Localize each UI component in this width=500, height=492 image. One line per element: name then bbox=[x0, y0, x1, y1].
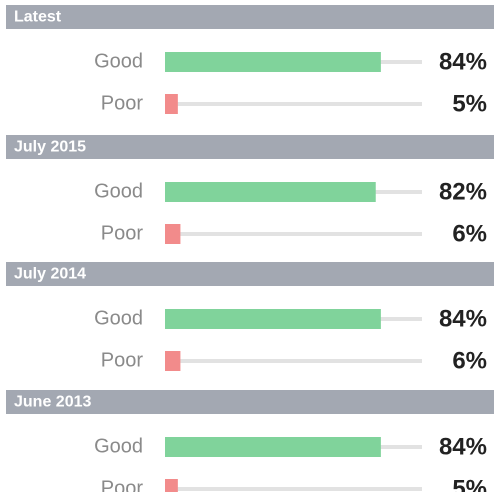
value-label: 84% bbox=[439, 433, 487, 460]
category-label: Good bbox=[94, 50, 143, 72]
section-header bbox=[6, 135, 494, 159]
bar-track bbox=[165, 232, 422, 236]
category-label: Poor bbox=[101, 349, 144, 371]
value-label: 6% bbox=[452, 220, 487, 247]
bar bbox=[165, 224, 181, 244]
value-label: 5% bbox=[452, 475, 487, 492]
value-label: 82% bbox=[439, 178, 487, 205]
value-label: 84% bbox=[439, 305, 487, 332]
section-header bbox=[6, 390, 494, 414]
value-label: 5% bbox=[452, 90, 487, 117]
bar bbox=[165, 437, 381, 457]
bar-track bbox=[165, 487, 422, 491]
bar-track bbox=[165, 102, 422, 106]
section-header bbox=[6, 5, 494, 29]
section-title: June 2013 bbox=[14, 394, 91, 411]
category-label: Poor bbox=[101, 477, 144, 492]
bar bbox=[165, 479, 178, 492]
bar bbox=[165, 182, 376, 202]
value-label: 84% bbox=[439, 48, 487, 75]
category-label: Poor bbox=[101, 222, 144, 244]
bar bbox=[165, 94, 178, 114]
category-label: Good bbox=[94, 435, 143, 457]
bar bbox=[165, 309, 381, 329]
section-header bbox=[6, 262, 494, 286]
category-label: Good bbox=[94, 180, 143, 202]
category-label: Good bbox=[94, 307, 143, 329]
section-title: July 2014 bbox=[14, 266, 86, 283]
category-label: Poor bbox=[101, 92, 144, 114]
section-title: Latest bbox=[14, 9, 62, 26]
bar bbox=[165, 351, 181, 371]
value-label: 6% bbox=[452, 347, 487, 374]
bar-track bbox=[165, 359, 422, 363]
bar bbox=[165, 52, 381, 72]
section-title: July 2015 bbox=[14, 139, 86, 156]
